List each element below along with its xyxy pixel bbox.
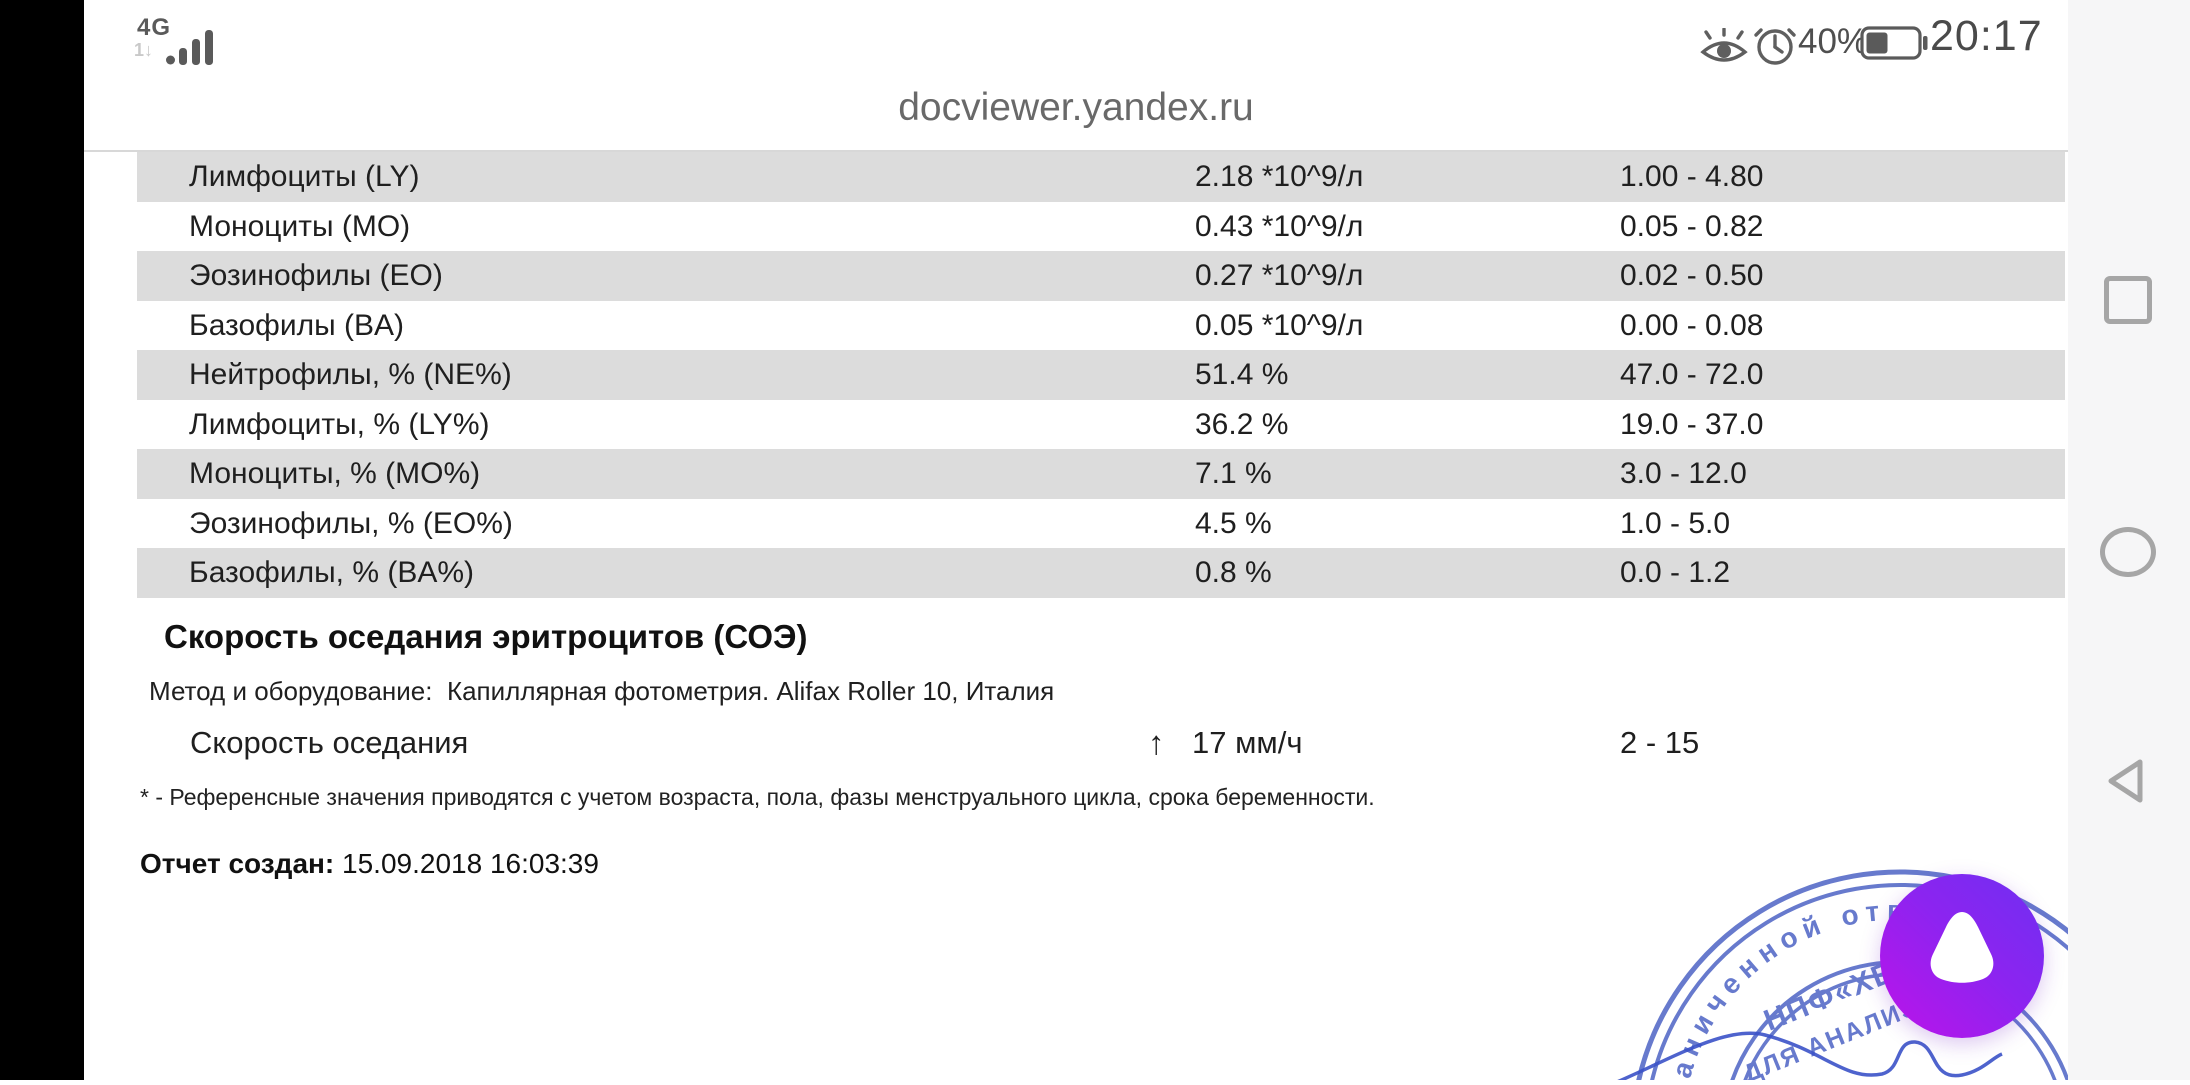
analyte-name: Базофилы, % (BA%)	[189, 556, 474, 589]
analyte-range: 0.00 - 0.08	[1620, 308, 1764, 342]
recents-button[interactable]	[2104, 276, 2152, 324]
url-bar-divider	[84, 150, 2068, 152]
soe-result-row: Скорость оседания ↑ 17 мм/ч 2 - 15	[0, 722, 2190, 764]
analyte-range: 2 - 15	[1620, 725, 1700, 760]
browser-url-bar[interactable]: docviewer.yandex.ru	[84, 86, 2068, 150]
method-label: Метод и оборудование:	[149, 676, 433, 706]
table-row: Эозинофилы, % (EO%) 4.5 % 1.0 - 5.0	[137, 499, 2065, 549]
analyte-range: 1.00 - 4.80	[1620, 160, 1764, 193]
report-created-value: 15.09.2018 16:03:39	[342, 848, 599, 879]
analyte-name: Лимфоциты, % (LY%)	[189, 407, 490, 441]
analyte-value: 51.4 %	[1195, 358, 1289, 391]
table-row: Базофилы (BA) 0.05 *10^9/л 0.00 - 0.08	[137, 301, 2065, 351]
method-line: Метод и оборудование: Капиллярная фотоме…	[149, 676, 1054, 707]
network-type-label: 4G	[137, 14, 172, 41]
analyte-name: Эозинофилы (EO)	[189, 259, 443, 292]
section-title: Скорость оседания эритроцитов (СОЭ)	[164, 618, 808, 655]
analyte-value: 0.27 *10^9/л	[1195, 259, 1364, 292]
back-button[interactable]	[2102, 757, 2148, 810]
high-flag-arrow: ↑	[1148, 724, 1165, 761]
analyte-range: 3.0 - 12.0	[1620, 457, 1747, 490]
alice-assistant-button[interactable]	[1880, 874, 2044, 1038]
analyte-range: 1.0 - 5.0	[1620, 506, 1731, 540]
analyte-name: Моноциты (MO)	[189, 209, 411, 243]
analyte-name: Эозинофилы, % (EO%)	[189, 506, 513, 540]
home-button[interactable]	[2100, 527, 2156, 577]
clock-label: 20:17	[1930, 12, 2043, 60]
method-value: Капиллярная фотометрия. Alifax Roller 10…	[446, 676, 1055, 706]
table-row: Лимфоциты, % (LY%) 36.2 % 19.0 - 37.0	[137, 400, 2065, 450]
analyte-value: 4.5 %	[1195, 506, 1272, 540]
android-nav-bar	[2068, 0, 2190, 1080]
table-row: Базофилы, % (BA%) 0.8 % 0.0 - 1.2	[137, 548, 2065, 598]
analyte-value: 0.43 *10^9/л	[1195, 209, 1364, 243]
eye-protection-icon	[1700, 27, 1748, 73]
analyte-range: 0.02 - 0.50	[1620, 259, 1764, 292]
analyte-name: Лимфоциты (LY)	[189, 160, 420, 193]
analyte-range: 47.0 - 72.0	[1620, 358, 1764, 391]
screen-left-bezel	[0, 0, 84, 1080]
analyte-value: 0.8 %	[1195, 556, 1272, 589]
table-row: Лимфоциты (LY) 2.18 *10^9/л 1.00 - 4.80	[137, 152, 2065, 202]
battery-icon	[1860, 26, 1930, 65]
analyte-range: 0.05 - 0.82	[1620, 209, 1764, 243]
report-created-label: Отчет создан:	[140, 848, 335, 879]
analyte-value: 0.05 *10^9/л	[1195, 308, 1364, 342]
analyte-range: 19.0 - 37.0	[1620, 407, 1764, 441]
analyte-name: Моноциты, % (MO%)	[189, 457, 481, 490]
table-row: Нейтрофилы, % (NE%) 51.4 % 47.0 - 72.0	[137, 350, 2065, 400]
alice-triangle-icon	[1930, 912, 1994, 983]
analyte-name: Скорость оседания	[190, 725, 469, 760]
analyte-value: 36.2 %	[1195, 407, 1289, 441]
status-bar: 4G 1↓	[84, 0, 2068, 88]
signal-bars-icon	[166, 22, 222, 71]
analyte-value: 17 мм/ч	[1192, 725, 1303, 760]
stamp-signature	[1609, 1031, 2003, 1085]
analyte-name: Базофилы (BA)	[189, 308, 404, 342]
table-row: Эозинофилы (EO) 0.27 *10^9/л 0.02 - 0.50	[137, 251, 2065, 301]
results-table: Лимфоциты (LY) 2.18 *10^9/л 1.00 - 4.80 …	[137, 152, 2065, 598]
alarm-clock-icon	[1752, 22, 1798, 73]
analyte-value: 7.1 %	[1195, 457, 1272, 490]
report-created-line: Отчет создан: 15.09.2018 16:03:39	[140, 848, 599, 880]
table-row: Моноциты, % (MO%) 7.1 % 3.0 - 12.0	[137, 449, 2065, 499]
network-activity-label: 1↓	[134, 40, 154, 60]
analyte-value: 2.18 *10^9/л	[1195, 160, 1364, 193]
analyte-name: Нейтрофилы, % (NE%)	[189, 358, 512, 391]
back-triangle-icon	[2108, 759, 2143, 803]
reference-footnote: * - Референсные значения приводятся с уч…	[140, 784, 1375, 810]
table-row: Моноциты (MO) 0.43 *10^9/л 0.05 - 0.82	[137, 202, 2065, 252]
battery-percent-label: 40%	[1798, 22, 1869, 61]
analyte-range: 0.0 - 1.2	[1620, 556, 1731, 589]
